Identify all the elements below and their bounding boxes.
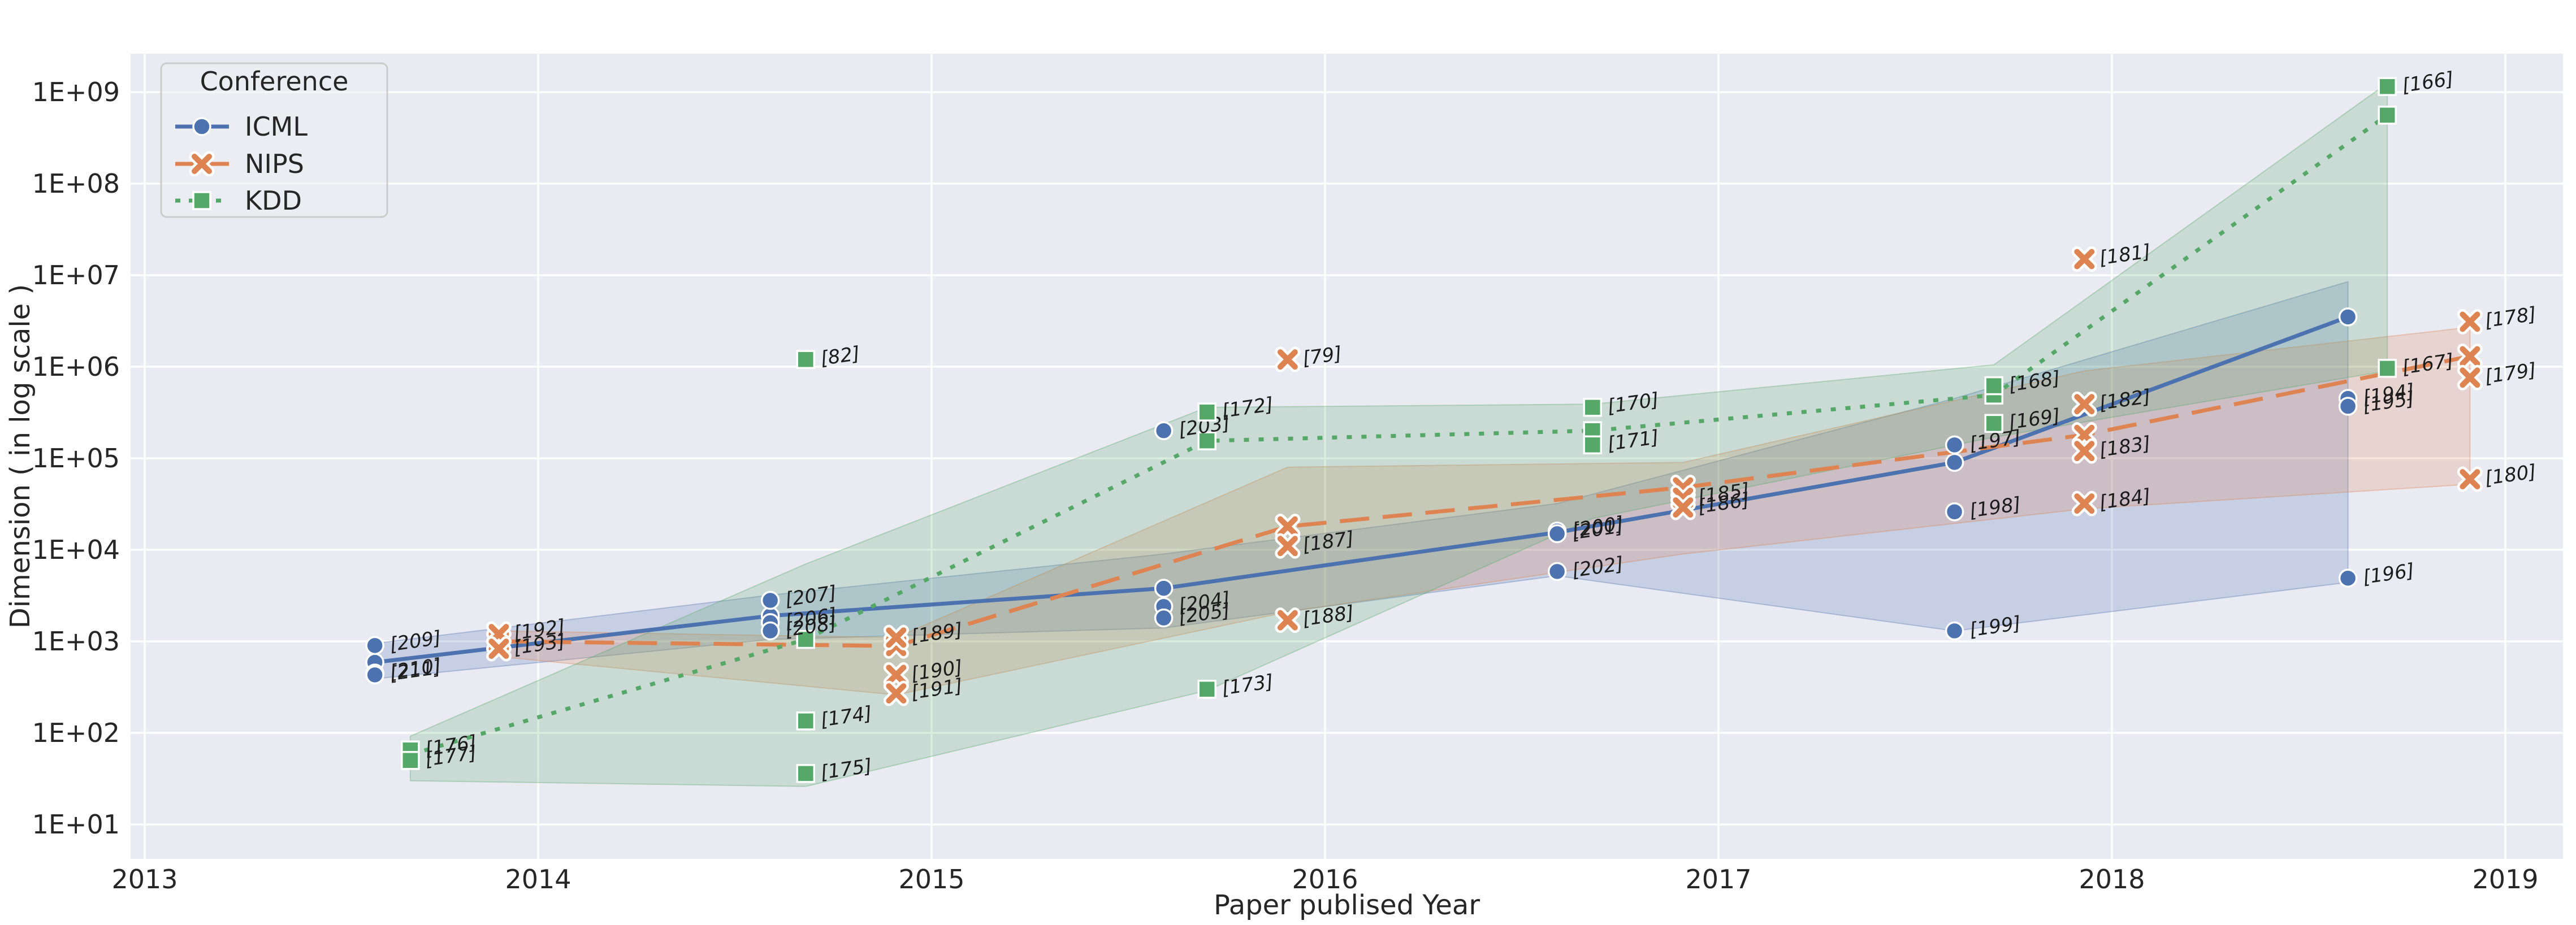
plot-background <box>131 54 2563 859</box>
legend-marker-NIPS <box>192 154 212 174</box>
data-point-NIPS-[193] <box>488 639 509 659</box>
y-tick-label: 1E+07 <box>32 260 120 290</box>
mean-line-ICML <box>374 315 2349 665</box>
data-point-KDD-[168] <box>1984 376 2003 396</box>
x-tick-label: 2016 <box>1292 864 1358 894</box>
x-tick-label: 2013 <box>111 864 177 894</box>
data-point-NIPS-[186] <box>1673 497 1694 518</box>
data-point-KDD-[167] <box>2378 359 2397 378</box>
legend-frame <box>160 62 388 218</box>
y-axis-label: Dimension ( in log scale ) <box>5 284 36 629</box>
x-tick-label: 2018 <box>2079 864 2145 894</box>
data-point-KDD-[174] <box>796 711 816 731</box>
data-point-ICML-[197] <box>1945 435 1964 455</box>
data-point-NIPS-[187] <box>1277 536 1298 557</box>
data-point-NIPS-[79] <box>1277 349 1298 370</box>
data-point-KDD-[169] <box>1984 414 2003 433</box>
data-point-ICML-[205] <box>1154 608 1174 628</box>
line-marker-ICML-5 <box>2338 307 2358 327</box>
point-label-[79]: [79] <box>1301 342 1344 370</box>
mean-line-NIPS <box>499 354 2471 648</box>
line-marker-NIPS-5 <box>2460 346 2480 367</box>
legend: Conference ICML NIPS KDD <box>160 62 388 218</box>
y-tick-label: 1E+03 <box>32 626 120 657</box>
data-point-ICML-[198] <box>1945 502 1964 522</box>
data-point-KDD-[175] <box>796 764 816 783</box>
data-point-KDD-[173] <box>1197 679 1216 699</box>
x-tick-label: 2017 <box>1685 864 1751 894</box>
data-point-ICML-[207] <box>760 590 780 610</box>
y-tick-label: 1E+09 <box>32 77 120 107</box>
y-axis: 1E+01 1E+02 1E+03 1E+04 1E+05 1E+06 1E+07 1E+08… <box>5 77 120 840</box>
data-point-NIPS-[190] <box>886 665 907 685</box>
legend-title: Conference <box>200 66 349 97</box>
legend-label-ICML: ICML <box>245 111 308 142</box>
data-point-NIPS-[181] <box>2074 249 2095 270</box>
y-tick-label: 1E+04 <box>32 535 120 565</box>
data-point-NIPS-[189] <box>886 627 907 648</box>
legend-item-KDD: KDD <box>175 185 302 216</box>
data-point-ICML-[196] <box>2338 568 2358 588</box>
data-point-ICML-[202] <box>1547 562 1567 581</box>
data-point-KDD-[172] <box>1197 402 1216 422</box>
legend-label-KDD: KDD <box>245 185 302 216</box>
y-tick-label: 1E+08 <box>32 168 120 199</box>
line-marker-KDD-5 <box>2378 106 2397 125</box>
data-point-ICML-[195] <box>2338 397 2358 416</box>
x-axis: 2013 2014 2015 2016 2017 2018 2019 Paper publis… <box>111 864 2538 921</box>
data-point-ICML-[201] <box>1547 524 1567 544</box>
data-point-KDD-[170] <box>1583 398 1603 417</box>
data-point-KDD-[177] <box>401 751 420 770</box>
data-point-NIPS-[179] <box>2460 367 2480 388</box>
legend-label-NIPS: NIPS <box>245 149 304 179</box>
line-marker-ICML-2 <box>1154 579 1174 598</box>
data-point-NIPS-[180] <box>2460 469 2480 490</box>
data-point-NIPS-[182] <box>2074 394 2095 415</box>
data-point-ICML-[203] <box>1154 421 1174 440</box>
y-tick-label: 1E+02 <box>32 718 120 748</box>
line-marker-ICML-4 <box>1945 453 1964 472</box>
point-label-[82]: [82] <box>819 342 861 370</box>
data-point-NIPS-[178] <box>2460 311 2480 332</box>
data-point-ICML-[209] <box>365 636 384 655</box>
data-point-NIPS-[188] <box>1277 610 1298 631</box>
line-marker-NIPS-2 <box>1277 516 1298 537</box>
data-point-NIPS-[191] <box>886 683 907 704</box>
legend-item-NIPS: NIPS <box>175 149 304 179</box>
data-point-KDD-[82] <box>796 350 816 369</box>
data-point-ICML-[211] <box>365 665 384 685</box>
x-tick-label: 2015 <box>898 864 964 894</box>
legend-item-ICML: ICML <box>175 111 308 142</box>
gridlines <box>131 54 2563 859</box>
y-tick-label: 1E+05 <box>32 443 120 474</box>
y-tick-label: 1E+06 <box>32 351 120 382</box>
line-marker-KDD-1 <box>796 629 816 649</box>
data-point-KDD-[171] <box>1583 435 1603 455</box>
data-point-NIPS-[184] <box>2074 493 2095 514</box>
data-point-ICML-[208] <box>760 621 780 641</box>
legend-marker-KDD <box>192 191 211 210</box>
x-axis-label: Paper publised Year <box>1214 889 1480 921</box>
legend-marker-ICML <box>192 117 211 136</box>
y-tick-label: 1E+01 <box>32 809 120 840</box>
data-point-KDD-[166] <box>2378 77 2397 96</box>
data-point-ICML-[199] <box>1945 621 1964 641</box>
x-tick-label: 2019 <box>2472 864 2538 894</box>
data-point-NIPS-[183] <box>2074 441 2095 462</box>
line-marker-KDD-2 <box>1197 431 1216 450</box>
x-tick-label: 2014 <box>505 864 571 894</box>
